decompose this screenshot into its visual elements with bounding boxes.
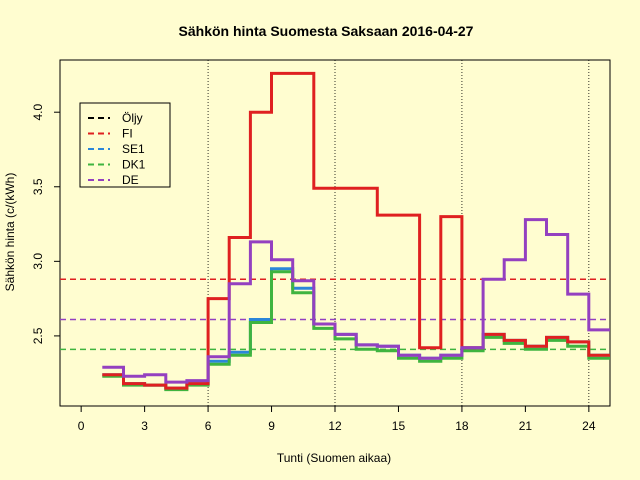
y-tick-label: 4.0 <box>31 104 45 121</box>
legend-label: DE <box>122 173 139 187</box>
legend-label: Öljy <box>122 111 143 125</box>
legend-box <box>79 102 171 188</box>
y-tick-label: 3.5 <box>31 178 45 195</box>
x-tick-label: 18 <box>455 419 469 433</box>
x-axis-label: Tunti (Suomen aikaa) <box>277 451 391 465</box>
chart-title: Sähkön hinta Suomesta Saksaan 2016-04-27 <box>179 23 474 39</box>
legend-label: SE1 <box>122 142 145 156</box>
x-tick-label: 24 <box>582 419 596 433</box>
x-tick-label: 6 <box>205 419 212 433</box>
x-tick-label: 21 <box>519 419 533 433</box>
x-tick-label: 12 <box>328 419 342 433</box>
y-tick-label: 3.0 <box>31 253 45 270</box>
x-tick-label: 3 <box>141 419 148 433</box>
y-axis-label: Sähkön hinta (c/(kWh) <box>3 173 17 292</box>
legend-label: FI <box>122 127 133 141</box>
x-tick-label: 9 <box>268 419 275 433</box>
legend-label: DK1 <box>122 158 146 172</box>
series-line-de <box>102 218 610 384</box>
series-line-fi <box>102 71 610 390</box>
x-tick-label: 15 <box>392 419 406 433</box>
y-tick-label: 2.5 <box>31 327 45 344</box>
x-tick-label: 0 <box>78 419 85 433</box>
